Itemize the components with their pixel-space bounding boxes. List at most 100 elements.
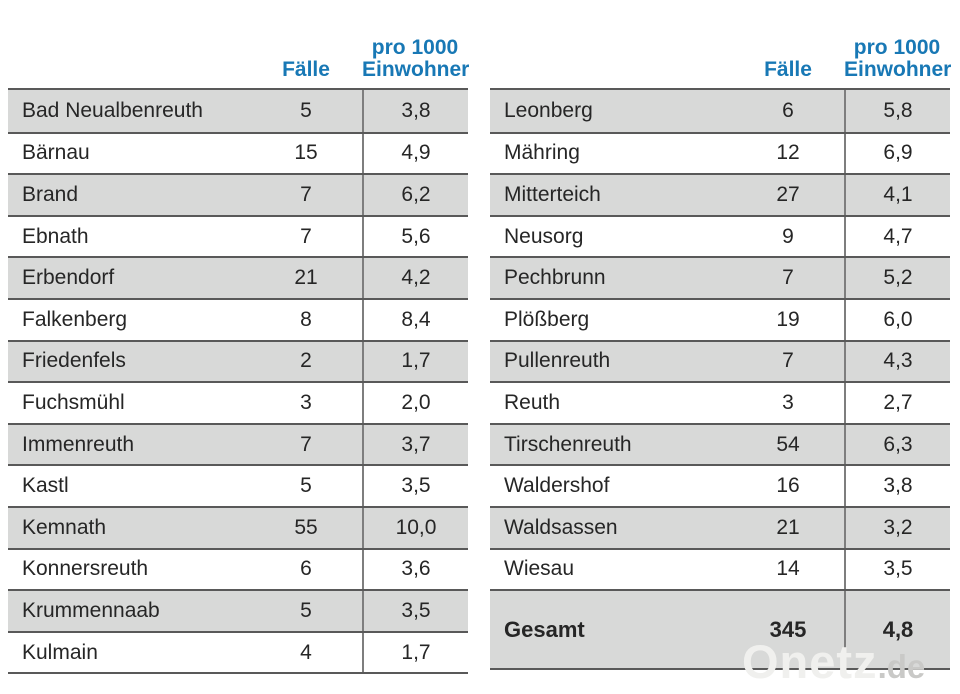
- cases-value: 6: [782, 98, 794, 122]
- cases-value: 4: [300, 640, 312, 664]
- column-header-per1000: pro 1000 Einwohner: [362, 36, 469, 81]
- cases-value: 7: [300, 432, 312, 456]
- cases-value: 14: [776, 557, 800, 581]
- cases-value: 21: [776, 515, 800, 539]
- table-row: Falkenberg 8 8,4: [8, 297, 468, 340]
- municipality-name: Kulmain: [22, 640, 98, 664]
- table-row: Bärnau 15 4,9: [8, 131, 468, 174]
- cases-value: 3: [300, 390, 312, 414]
- municipality-name: Bärnau: [22, 141, 90, 165]
- per1000-value: 2,0: [362, 383, 468, 423]
- total-per1000-value: 4,8: [844, 591, 950, 669]
- municipality-name: Fuchsmühl: [22, 390, 125, 414]
- cases-value: 7: [300, 182, 312, 206]
- onetz-watermark: Onetz.de: [742, 638, 925, 685]
- cases-value: 7: [300, 224, 312, 248]
- per1000-value: 2,7: [844, 383, 950, 423]
- municipality-name: Konnersreuth: [22, 557, 149, 581]
- municipality-name: Reuth: [504, 390, 561, 414]
- table-row: Neusorg 9 4,7: [490, 214, 950, 257]
- cases-value: 19: [776, 307, 800, 331]
- municipality-name: Kemnath: [22, 515, 107, 539]
- per1000-value: 6,2: [362, 175, 468, 215]
- municipality-name: Tirschenreuth: [504, 432, 632, 456]
- table-row: Mitterteich 27 4,1: [490, 173, 950, 215]
- total-cases-value: 345: [769, 616, 807, 642]
- cases-value: 27: [776, 182, 800, 206]
- per1000-value: 3,8: [362, 90, 468, 132]
- table-left: Fälle pro 1000 Einwohner Bad Neualbenreu…: [8, 30, 469, 675]
- per1000-value: 5,8: [844, 90, 950, 132]
- municipality-name: Pullenreuth: [504, 349, 611, 373]
- municipality-name: Mähring: [504, 141, 580, 165]
- per1000-value: 3,2: [844, 507, 950, 548]
- table-row: Krummennaab 5 3,5: [8, 589, 468, 631]
- cases-value: 12: [776, 141, 800, 165]
- cases-value: 7: [782, 349, 794, 373]
- per1000-value: 1,7: [362, 341, 468, 382]
- table-row: Brand 7 6,2: [8, 173, 468, 215]
- table-row: Kulmain 4 1,7: [8, 630, 468, 673]
- column-header-per1000-line1: pro 1000: [371, 36, 459, 59]
- table-row: Konnersreuth 6 3,6: [8, 547, 468, 590]
- municipality-name: Neusorg: [504, 224, 584, 248]
- column-header-per1000-line2: Einwohner: [844, 58, 952, 81]
- table-row: Waldershof 16 3,8: [490, 464, 950, 506]
- table-row: Pullenreuth 7 4,3: [490, 339, 950, 382]
- per1000-value: 8,4: [362, 299, 468, 340]
- table-row: Pechbrunn 7 5,2: [490, 256, 950, 298]
- cases-value: 6: [300, 557, 312, 581]
- municipality-name: Ebnath: [22, 224, 89, 248]
- municipality-name: Krummennaab: [22, 598, 160, 622]
- table-row: Reuth 3 2,7: [490, 381, 950, 423]
- table-right-rows: Leonberg 6 5,8 Mähring 12 6,9 Mitterteich 27 4…: [490, 88, 950, 671]
- cases-value: 16: [776, 474, 800, 498]
- per1000-value: 5,2: [844, 258, 950, 298]
- municipality-name: Plößberg: [504, 307, 590, 331]
- per1000-value: 3,8: [844, 466, 950, 506]
- municipality-name: Kastl: [22, 474, 69, 498]
- total-row: Gesamt 345 4,8: [490, 589, 950, 669]
- table-left-rows: Bad Neualbenreuth 5 3,8 Bärnau 15 4,9 Brand 7…: [8, 88, 468, 675]
- table-row: Fuchsmühl 3 2,0: [8, 381, 468, 423]
- column-header-cases: Fälle: [282, 58, 330, 81]
- municipality-name: Immenreuth: [22, 432, 135, 456]
- cases-value: 5: [300, 98, 312, 122]
- per1000-value: 3,6: [362, 549, 468, 590]
- table-row: Plößberg 19 6,0: [490, 297, 950, 340]
- table-left-header: Fälle pro 1000 Einwohner: [8, 30, 469, 88]
- table-row: Wiesau 14 3,5: [490, 547, 950, 590]
- table-row: Immenreuth 7 3,7: [8, 422, 468, 465]
- per1000-value: 6,3: [844, 424, 950, 465]
- municipality-name: Bad Neualbenreuth: [22, 98, 203, 122]
- cases-value: 7: [782, 266, 794, 290]
- cases-value: 5: [300, 474, 312, 498]
- per1000-value: 3,5: [362, 591, 468, 631]
- table-right-header: Fälle pro 1000 Einwohner: [490, 30, 952, 88]
- table-row: Kastl 5 3,5: [8, 464, 468, 506]
- per1000-value: 4,3: [844, 341, 950, 382]
- table-row: Friedenfels 2 1,7: [8, 339, 468, 382]
- cases-value: 21: [294, 266, 318, 290]
- cases-value: 54: [776, 432, 800, 456]
- onetz-watermark-main: Onetz: [742, 635, 878, 688]
- municipality-name: Mitterteich: [504, 182, 601, 206]
- table-row: Ebnath 7 5,6: [8, 214, 468, 257]
- table-row: Waldsassen 21 3,2: [490, 505, 950, 548]
- cases-value: 2: [300, 349, 312, 373]
- municipality-name: Waldershof: [504, 474, 610, 498]
- municipality-name: Friedenfels: [22, 349, 126, 373]
- per1000-value: 6,9: [844, 133, 950, 174]
- municipality-name: Wiesau: [504, 557, 575, 581]
- column-header-per1000: pro 1000 Einwohner: [844, 37, 952, 81]
- cases-value: 3: [782, 390, 794, 414]
- cases-value: 55: [294, 515, 318, 539]
- municipality-name: Falkenberg: [22, 307, 128, 331]
- per1000-value: 5,6: [362, 216, 468, 257]
- table-row: Tirschenreuth 54 6,3: [490, 422, 950, 465]
- onetz-watermark-suffix: .de: [877, 648, 926, 685]
- column-header-cases: Fälle: [764, 58, 812, 81]
- table-row: Mähring 12 6,9: [490, 131, 950, 174]
- table-row: Leonberg 6 5,8: [490, 90, 950, 132]
